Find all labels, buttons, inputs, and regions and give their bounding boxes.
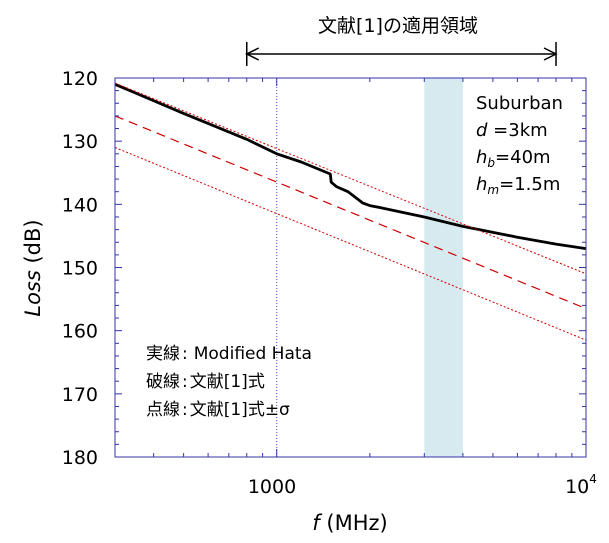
x-tick-base: 10 [565,476,589,498]
series-layer [114,82,587,341]
condition-d-var: d [476,120,488,141]
series-ref-minus-sigma [114,147,587,341]
legend-dashed-colon: : [182,372,188,392]
y-axis-variable: Loss [21,270,45,316]
condition-hb-value: =40m [495,147,551,168]
y-tick-label: 180 [62,447,98,469]
series-ref-formula [114,115,587,310]
conditions-annotation: Suburban d =3km hb=40m hm=1.5m [476,93,563,197]
legend-solid: 実線: Modified Hata [146,344,312,364]
x-axis-variable: f [312,511,323,535]
ticks-layer [114,77,587,458]
condition-d: d =3km [476,120,548,141]
x-axis-label: f (MHz) [312,511,387,535]
condition-hm-var: h [476,174,487,195]
shaded-band [424,78,463,457]
legend-dotted-colon: : [182,400,188,420]
condition-hm-value: =1.5m [499,174,560,195]
x-tick-label-1000: 1000 [248,476,296,498]
legend-dotted: 点線: 文献[1]式±σ [146,400,290,420]
legend-dashed-text: 文献[1]式 [190,372,265,392]
series-modified-hata [114,83,587,250]
y-axis-label: Loss (dB) [21,219,45,316]
condition-hm-sub: m [487,183,499,197]
legend-dashed: 破線: 文献[1]式 [146,372,265,392]
legend: 実線: Modified Hata 破線: 文献[1]式 点線: 文献[1]式±σ [146,344,312,420]
plot-area [115,78,586,457]
range-arrow [245,42,558,66]
condition-hm: hm=1.5m [476,174,560,197]
x-tick-label-10000: 104 [565,472,597,498]
range-arrow-left-head [245,47,260,61]
condition-environment: Suburban [476,93,563,114]
legend-solid-text: Modified Hata [194,344,312,364]
condition-hb-var: h [476,147,487,168]
legend-dashed-prefix: 破線 [146,372,180,392]
condition-hb: hb=40m [476,147,551,170]
y-tick-label: 140 [62,194,98,216]
legend-dotted-prefix: 点線 [146,400,180,420]
x-axis-unit: (MHz) [320,511,388,535]
y-tick-label: 150 [62,258,98,280]
y-tick-label: 160 [62,321,98,343]
x-tick-exponent: 4 [589,472,597,486]
legend-dotted-text: 文献[1]式±σ [190,400,290,420]
y-tick-label: 120 [62,68,98,90]
condition-hb-sub: b [487,156,495,170]
y-tick-label: 170 [62,384,98,406]
condition-d-value: =3km [487,120,547,141]
series-ref-plus-sigma [114,82,587,275]
y-axis-unit: (dB) [21,219,45,270]
range-arrow-right-head [543,47,558,61]
range-arrow-label: 文献[1]の適用領域 [318,15,478,37]
y-tick-labels: 120 130 140 150 160 170 180 [62,68,98,469]
y-tick-label: 130 [62,131,98,153]
legend-solid-prefix: 実線 [146,344,180,364]
legend-solid-colon: : [182,344,188,364]
